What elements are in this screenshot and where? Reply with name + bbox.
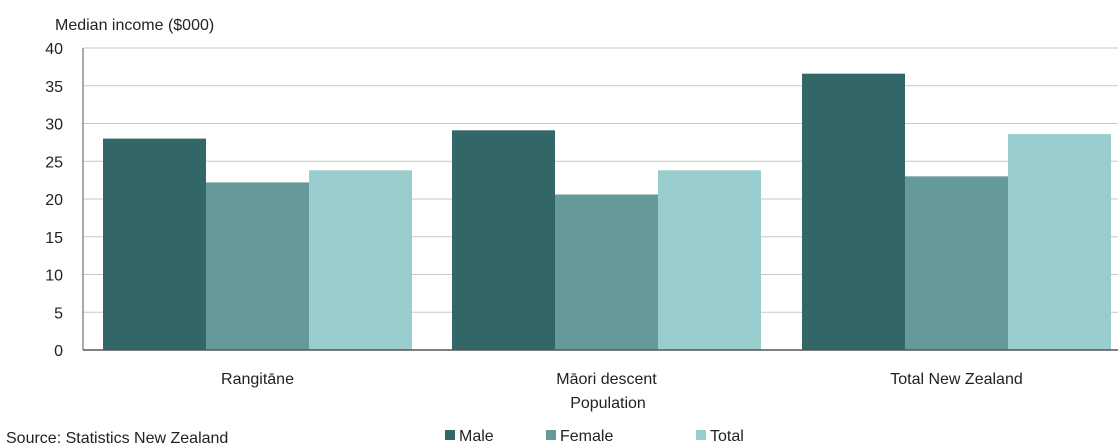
category-label: Rangitāne <box>221 371 294 388</box>
bar-female-2 <box>555 194 658 350</box>
bar-female-3 <box>905 176 1008 350</box>
y-tick-label: 15 <box>45 230 63 247</box>
bar-male-2 <box>452 130 555 350</box>
bar-male-3 <box>802 73 905 351</box>
legend-swatch-male <box>445 430 455 440</box>
axes <box>82 48 1118 351</box>
y-tick-label: 20 <box>45 192 63 209</box>
bar-total-2 <box>658 170 761 350</box>
y-tick-label: 35 <box>45 79 63 96</box>
source-note: Source: Statistics New Zealand <box>6 430 228 446</box>
legend-swatch-female <box>546 430 556 440</box>
legend-label-male: Male <box>459 428 494 445</box>
category-labels: Rangitāne Māori descent Total New Zealand <box>221 371 1023 388</box>
y-axis-label: Median income ($000) <box>55 17 214 34</box>
y-tick-label: 5 <box>54 305 63 322</box>
legend: Male Female Total <box>445 428 744 445</box>
legend-swatch-total <box>696 430 706 440</box>
category-label: Māori descent <box>556 371 657 388</box>
category-label: Total New Zealand <box>890 371 1023 388</box>
x-axis-label: Population <box>570 395 646 412</box>
y-tick-label: 25 <box>45 154 63 171</box>
bar-total-3 <box>1008 134 1111 350</box>
legend-label-total: Total <box>710 428 744 445</box>
y-tick-label: 30 <box>45 117 63 134</box>
legend-label-female: Female <box>560 428 613 445</box>
y-tick-labels: 0 5 10 15 20 25 30 35 40 <box>45 41 63 360</box>
bar-female-1 <box>206 182 309 350</box>
y-tick-label: 40 <box>45 41 63 58</box>
y-tick-label: 10 <box>45 268 63 285</box>
y-tick-label: 0 <box>54 343 63 360</box>
bar-total-1 <box>309 170 412 350</box>
bar-series <box>103 73 1111 351</box>
bar-male-1 <box>103 138 206 350</box>
